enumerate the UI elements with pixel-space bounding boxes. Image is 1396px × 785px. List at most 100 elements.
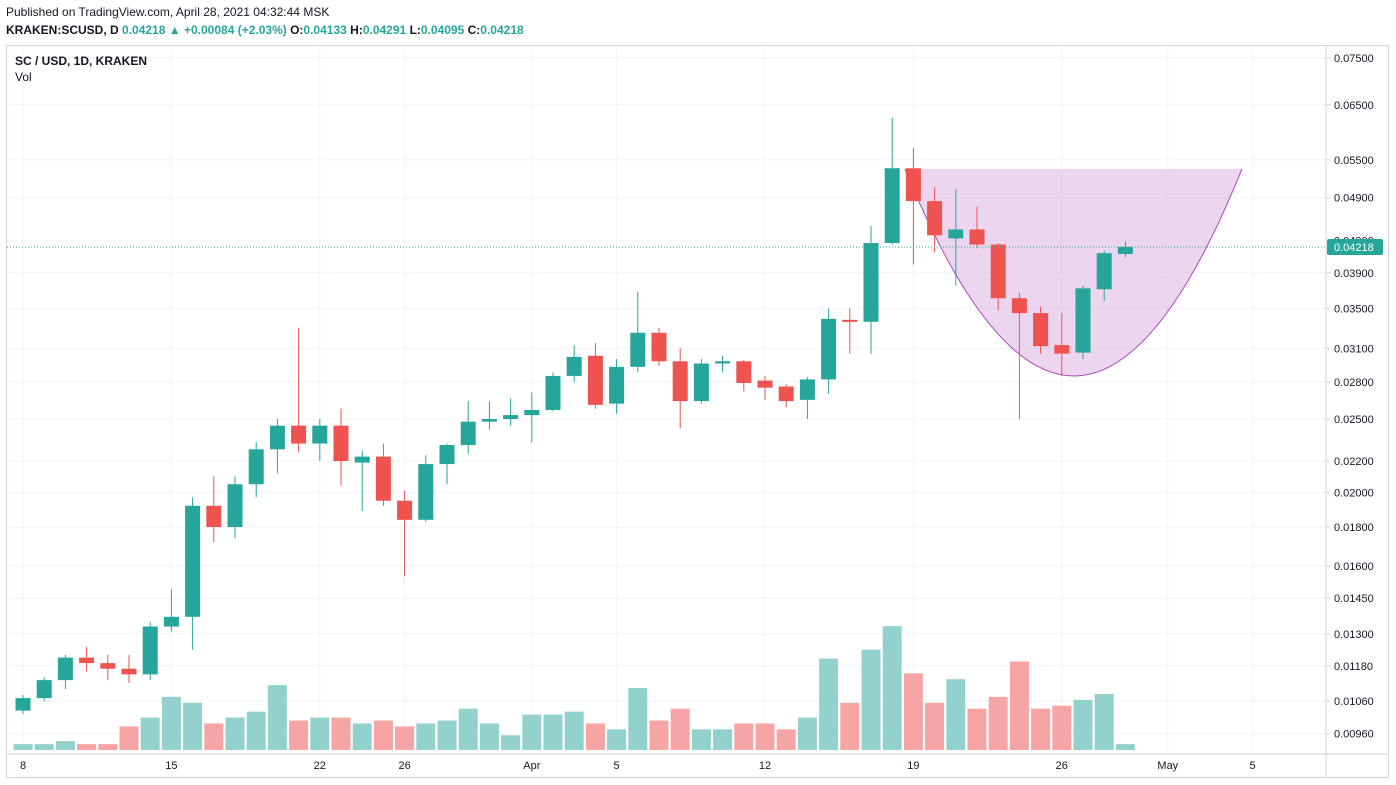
x-tick-label: 26: [398, 760, 410, 772]
y-tick-label: 0.02800: [1334, 377, 1374, 389]
candle-body: [842, 319, 858, 322]
candle-body: [57, 657, 73, 681]
last-price-label: 0.04218: [1334, 242, 1374, 254]
volume-bar: [289, 720, 309, 750]
axes: 0.075000.065000.055000.049000.043000.039…: [7, 46, 1388, 777]
volume-bar: [819, 658, 839, 750]
volume-bar: [861, 649, 881, 750]
candle-body: [672, 361, 688, 402]
y-tick-label: 0.01060: [1334, 696, 1374, 708]
y-tick-label: 0.01300: [1334, 629, 1374, 641]
candle-body: [397, 500, 413, 520]
candle-body: [736, 361, 752, 383]
high-value: 0.04291: [362, 23, 407, 37]
candle-body: [227, 484, 243, 528]
volume-bar: [373, 720, 393, 750]
candle-body: [269, 425, 285, 450]
candle-body: [100, 663, 116, 669]
candle: [375, 443, 391, 506]
volume-bar: [437, 720, 457, 750]
volume-bar: [479, 723, 499, 750]
high-label: H:: [350, 23, 363, 37]
x-tick-label: 26: [1056, 760, 1068, 772]
candle-body: [481, 419, 497, 422]
candle: [57, 654, 73, 689]
candle-body: [439, 445, 455, 465]
volume-bar: [649, 720, 669, 750]
symbol-label: KRAKEN:SCUSD, D: [6, 23, 119, 37]
y-tick-label: 0.03100: [1334, 343, 1374, 355]
legend-symbol: SC / USD, 1D, KRAKEN: [15, 54, 148, 68]
cup-curve: [904, 168, 1243, 377]
x-tick-label: 8: [20, 760, 26, 772]
low-label: L:: [409, 23, 421, 37]
candles: [15, 117, 1133, 714]
candle: [778, 384, 794, 408]
candle-body: [1054, 345, 1070, 354]
candle-body: [375, 456, 391, 501]
candle-body: [312, 425, 328, 444]
price-change: +0.00084 (+2.03%): [183, 23, 287, 37]
candle: [757, 375, 773, 400]
up-arrow-icon: ▲: [168, 23, 181, 37]
candle: [863, 225, 879, 354]
volume-bar: [691, 729, 711, 750]
candle: [418, 455, 434, 522]
candle: [842, 308, 858, 354]
candle-body: [15, 698, 31, 711]
x-tick-label: Apr: [523, 760, 540, 772]
candle: [1096, 250, 1112, 301]
candle: [1054, 313, 1070, 376]
candle: [651, 327, 667, 366]
y-tick-label: 0.03900: [1334, 268, 1374, 280]
candle-body: [524, 409, 540, 416]
volume-bar: [543, 714, 563, 750]
candle: [1075, 285, 1091, 360]
x-tick-label: May: [1157, 760, 1178, 772]
candle: [121, 654, 137, 684]
candle-body: [163, 616, 179, 627]
volume-bar: [161, 696, 181, 750]
series-legend: SC / USD, 1D, KRAKEN Vol: [15, 53, 147, 85]
volume-bar: [840, 702, 860, 750]
y-tick-label: 0.04900: [1334, 193, 1374, 205]
legend-volume: Vol: [15, 70, 32, 84]
volume-bar: [119, 726, 139, 750]
candle-body: [545, 375, 561, 410]
published-note: Published on TradingView.com, April 28, …: [6, 5, 330, 19]
volume-bar: [140, 717, 160, 750]
volume-bar: [925, 702, 945, 750]
candle: [460, 401, 476, 454]
candle: [1117, 241, 1133, 258]
volume-bar: [331, 717, 351, 750]
volume-bar: [1073, 699, 1093, 750]
y-tick-label: 0.02000: [1334, 487, 1374, 499]
candle-body: [990, 244, 1006, 299]
candle: [630, 291, 646, 373]
x-tick-label: 5: [1250, 760, 1256, 772]
volume-bar: [776, 729, 796, 750]
x-tick-label: 15: [165, 760, 177, 772]
candle: [481, 401, 497, 430]
candle: [185, 497, 201, 650]
y-tick-label: 0.00960: [1334, 729, 1374, 741]
volume-bar: [585, 723, 605, 750]
volume-bar: [988, 696, 1008, 750]
candle-body: [291, 425, 307, 444]
volume-bar: [1009, 661, 1029, 750]
volume-bar: [882, 626, 902, 750]
volume-bar: [34, 744, 54, 750]
candle-body: [778, 386, 794, 402]
volume-bar: [501, 735, 521, 750]
candle: [100, 654, 116, 681]
y-tick-label: 0.06500: [1334, 100, 1374, 112]
volume-bar: [458, 708, 478, 750]
candle: [312, 419, 328, 462]
low-value: 0.04095: [420, 23, 465, 37]
y-tick-label: 0.07500: [1334, 53, 1374, 65]
volume-bar: [13, 744, 33, 750]
chart-frame[interactable]: [6, 45, 1389, 778]
y-tick-label: 0.02500: [1334, 414, 1374, 426]
close-label: C:: [467, 23, 481, 37]
